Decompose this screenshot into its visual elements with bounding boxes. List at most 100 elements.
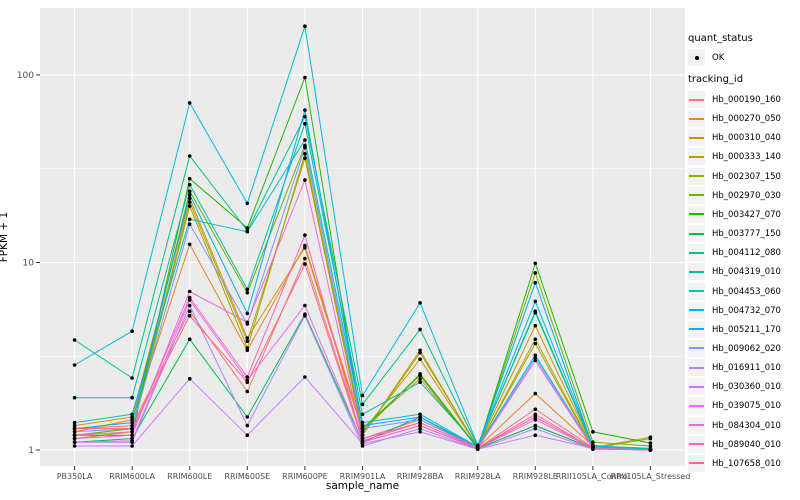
data-point — [245, 389, 250, 394]
data-point — [303, 156, 307, 160]
series-color-swatch — [689, 194, 704, 197]
x-tick-label: PB350LA — [57, 472, 93, 481]
series-color-swatch — [689, 251, 704, 254]
data-point — [533, 280, 538, 285]
data-point — [130, 444, 134, 448]
data-point — [533, 417, 538, 422]
data-point — [187, 189, 192, 193]
data-point — [72, 420, 77, 425]
data-point — [72, 395, 77, 400]
data-point — [591, 430, 595, 434]
series-color-swatch — [689, 155, 704, 158]
legend-title-quant-status: quant_status — [688, 33, 753, 44]
data-point — [72, 426, 77, 431]
data-point — [533, 309, 538, 314]
legend-item-label: Hb_002970_030 — [712, 190, 781, 201]
data-point — [418, 376, 422, 381]
data-point — [418, 417, 422, 422]
data-point — [418, 357, 422, 362]
data-point — [72, 363, 77, 367]
legend-item-label: Hb_004453_060 — [712, 286, 781, 297]
data-point — [303, 152, 307, 156]
data-point — [130, 423, 134, 428]
data-point — [187, 376, 192, 381]
data-point — [245, 311, 250, 316]
data-point — [533, 433, 538, 438]
data-point — [187, 337, 192, 342]
legend-title-tracking-id: tracking_id — [688, 74, 744, 85]
series-color-swatch — [689, 385, 704, 388]
data-point — [187, 298, 192, 302]
data-point — [475, 446, 480, 451]
series-color-swatch — [689, 328, 704, 331]
series-color-swatch — [689, 443, 704, 446]
data-point — [533, 412, 538, 417]
data-point — [418, 348, 422, 353]
data-point — [245, 346, 250, 350]
data-point — [187, 303, 192, 308]
data-point — [360, 433, 365, 438]
legend-item-label: Hb_003777_150 — [712, 229, 781, 240]
data-point — [303, 262, 307, 266]
legend-key-box — [688, 129, 705, 147]
legend-item-label: Hb_004732_070 — [712, 305, 781, 316]
series-color-swatch — [689, 366, 704, 369]
x-tick-label: RRII105LA_Stressed — [611, 472, 691, 481]
legend-key-box — [688, 167, 705, 185]
data-point — [187, 309, 192, 314]
data-point — [130, 426, 134, 431]
data-point — [245, 380, 250, 385]
data-point — [245, 415, 250, 419]
data-point — [360, 423, 365, 428]
y-tick-label: 1 — [28, 446, 34, 456]
legend-item-label: OK — [712, 53, 725, 63]
data-point — [72, 338, 77, 342]
legend-key-box — [688, 205, 705, 223]
data-point — [303, 75, 307, 80]
legend-item-label: Hb_000333_140 — [712, 152, 781, 163]
data-point — [245, 423, 250, 428]
data-point — [245, 375, 250, 379]
data-point — [303, 303, 307, 308]
legend-key-box — [688, 320, 705, 338]
x-tick-label: RRIM901LA — [340, 472, 386, 481]
data-point — [648, 448, 653, 452]
data-point — [533, 353, 538, 358]
data-point — [360, 430, 365, 434]
data-point — [303, 178, 307, 182]
data-point — [360, 402, 365, 407]
series-color-swatch — [689, 136, 704, 139]
x-tick-label: RRIM600PE — [282, 472, 328, 481]
legend-key-box — [688, 148, 705, 166]
data-point — [533, 426, 538, 431]
data-point — [360, 426, 365, 431]
data-point — [418, 373, 422, 378]
data-point — [245, 336, 250, 340]
legend-item-label: Hb_000190_160 — [712, 95, 781, 105]
data-point — [187, 222, 192, 226]
x-tick-label: RRIM600LA — [109, 472, 155, 481]
legend-key-box — [688, 244, 705, 262]
series-color-swatch — [689, 424, 704, 427]
legend-item-label: Hb_016911_010 — [712, 363, 781, 374]
data-point — [72, 440, 77, 445]
data-point — [533, 356, 538, 360]
data-point — [187, 204, 192, 208]
series-color-swatch — [689, 347, 704, 350]
data-point — [418, 327, 422, 332]
data-point — [245, 290, 250, 295]
data-point — [533, 415, 538, 419]
legend-key-box — [688, 225, 705, 243]
legend-key-box — [688, 282, 705, 300]
data-point — [418, 380, 422, 385]
data-point — [72, 423, 77, 428]
data-point — [418, 415, 422, 419]
data-point — [418, 301, 422, 305]
data-point — [245, 320, 250, 325]
legend-item-label: Hb_107658_010 — [712, 458, 781, 469]
data-point — [418, 423, 422, 428]
data-point — [130, 420, 134, 425]
data-point — [130, 415, 134, 419]
legend-key-box — [688, 186, 705, 204]
data-point — [303, 24, 307, 29]
